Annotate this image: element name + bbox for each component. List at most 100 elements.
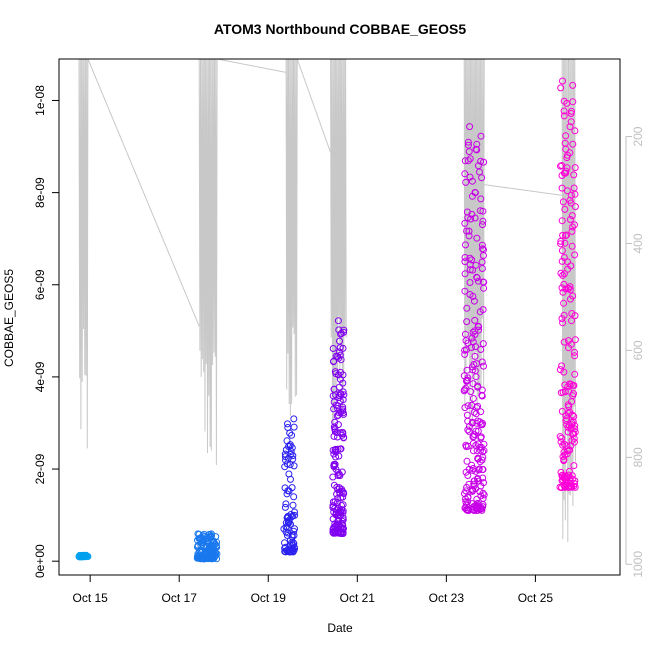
data-point	[569, 223, 577, 231]
data-point	[478, 258, 486, 266]
data-point	[287, 451, 295, 458]
data-point	[571, 190, 579, 198]
data-point	[474, 427, 482, 435]
data-point	[480, 491, 488, 499]
data-point	[566, 216, 574, 223]
data-point	[565, 446, 573, 454]
data-point	[471, 331, 479, 338]
data-points	[75, 77, 579, 563]
data-point	[563, 164, 571, 172]
data-point	[478, 456, 486, 464]
data-point	[558, 315, 566, 323]
data-point	[479, 489, 487, 497]
data-point	[281, 544, 289, 552]
data-point	[558, 217, 566, 225]
data-point	[479, 217, 487, 225]
data-point	[461, 258, 469, 266]
data-point	[463, 411, 471, 419]
pressure-profile-line	[285, 59, 298, 417]
data-point	[480, 362, 487, 370]
data-point	[471, 327, 479, 335]
data-point	[331, 520, 339, 528]
data-point	[475, 477, 483, 485]
data-point	[474, 506, 482, 514]
data-point	[565, 471, 573, 479]
data-point	[571, 164, 579, 172]
data-point	[283, 532, 291, 539]
data-point	[571, 203, 579, 211]
data-point	[562, 132, 570, 140]
data-point	[466, 291, 474, 298]
data-point	[473, 146, 481, 154]
data-point	[464, 157, 472, 165]
data-point	[478, 265, 486, 272]
x-tick-label: Oct 19	[251, 591, 287, 605]
data-point	[474, 322, 482, 330]
data-point	[463, 377, 471, 385]
data-point	[563, 99, 571, 107]
y-tick-label: 6e-09	[33, 269, 47, 300]
data-point	[558, 247, 566, 255]
data-point	[568, 317, 575, 325]
data-point	[479, 466, 486, 473]
data-point	[285, 470, 293, 478]
data-point	[571, 348, 578, 356]
data-point	[332, 453, 340, 461]
data-point	[462, 241, 469, 249]
data-point	[209, 539, 217, 547]
x-axis: Oct 15 Oct 17 Oct 19 Oct 21 Oct 23 Oct 25	[72, 575, 553, 605]
data-point	[567, 442, 575, 450]
data-point	[557, 162, 564, 170]
data-point	[282, 528, 290, 536]
data-point	[569, 292, 577, 300]
data-point	[338, 517, 346, 525]
data-point	[563, 231, 570, 239]
chart-title: ATOM3 Northbound COBBAE_GEOS5	[214, 21, 466, 37]
data-point	[475, 326, 483, 334]
data-point	[479, 207, 487, 215]
data-point	[479, 245, 486, 253]
data-point	[282, 456, 289, 464]
data-point	[463, 457, 471, 465]
data-point	[337, 390, 345, 398]
data-point	[331, 528, 339, 535]
data-point	[334, 402, 342, 410]
data-point	[558, 484, 565, 491]
data-point	[477, 443, 485, 451]
data-point	[559, 453, 567, 461]
data-point	[338, 528, 346, 536]
data-point	[560, 107, 568, 115]
data-point	[571, 251, 579, 259]
data-point	[470, 482, 478, 490]
data-point	[559, 198, 567, 206]
data-point	[462, 384, 470, 392]
data-point	[462, 468, 470, 476]
data-point	[560, 280, 568, 288]
data-point	[331, 428, 339, 436]
data-point	[472, 145, 480, 153]
data-point	[281, 484, 289, 492]
x-tick-label: Oct 23	[429, 591, 465, 605]
data-point	[558, 184, 566, 192]
data-point	[569, 140, 577, 148]
data-point	[571, 221, 578, 229]
data-point	[335, 484, 343, 492]
data-point	[560, 338, 568, 346]
data-point	[478, 391, 486, 399]
data-point	[210, 554, 218, 562]
data-point	[335, 409, 343, 417]
data-point	[562, 167, 570, 175]
data-point	[480, 278, 488, 286]
pressure-lines	[78, 59, 576, 543]
data-point	[462, 441, 470, 449]
data-point	[461, 350, 469, 358]
data-point	[563, 187, 571, 195]
data-point	[197, 548, 205, 556]
data-point	[568, 107, 575, 115]
data-point	[463, 483, 471, 491]
y-tick-label: 2e-09	[33, 453, 47, 484]
data-point	[476, 168, 483, 176]
data-point	[558, 362, 566, 370]
data-point	[471, 214, 479, 222]
pressure-profile-line	[561, 59, 576, 543]
